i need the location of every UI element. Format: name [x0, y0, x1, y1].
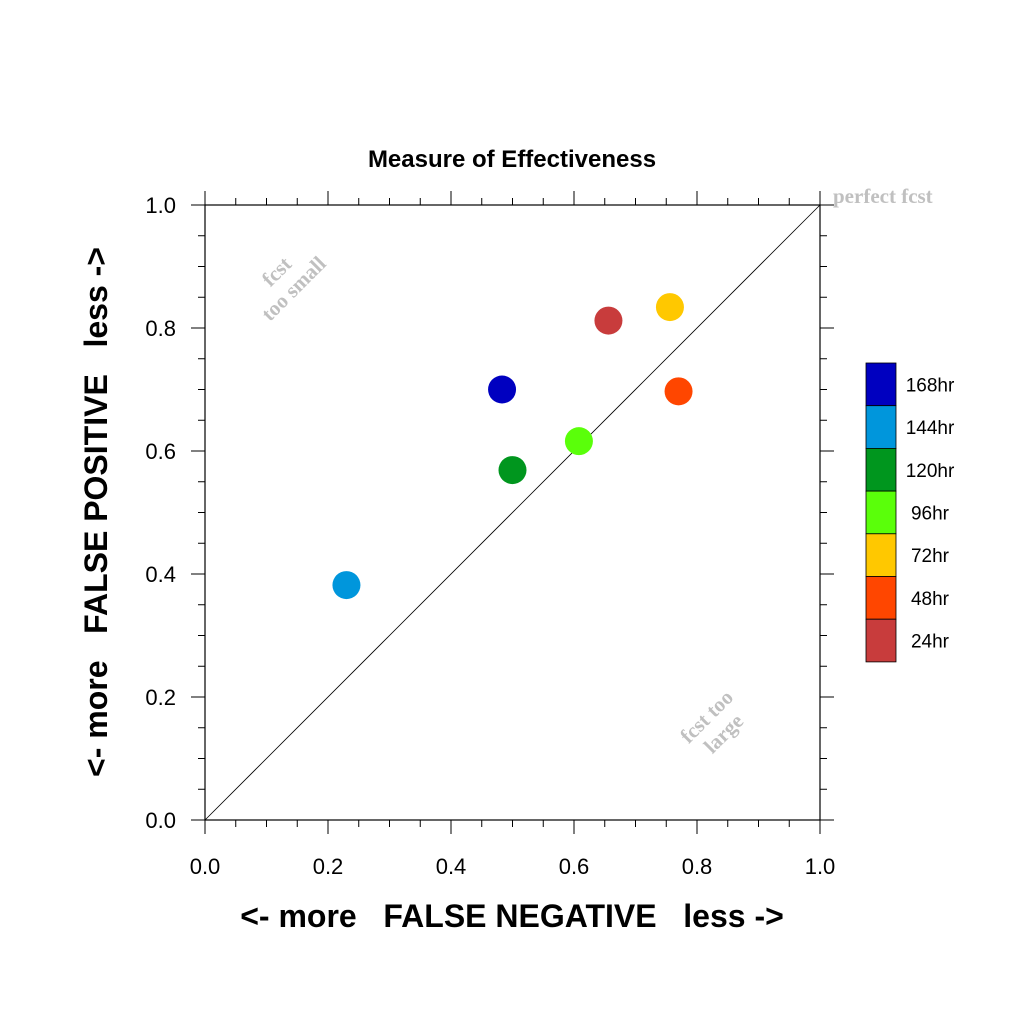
data-point-120hr: [498, 456, 527, 485]
legend-swatch-96hr: [865, 490, 897, 535]
data-point-72hr: [655, 293, 684, 322]
axis-ticks: [191, 191, 834, 834]
y-tick-label: 0.8: [145, 316, 176, 341]
x-tick-label: 0.8: [682, 854, 713, 879]
tick-labels: 0.0 0.2 0.4 0.6 0.8 1.0 0.0 0.2 0.4 0.6 0.8 1.0: [145, 193, 835, 879]
legend-swatch-72hr: [865, 533, 897, 577]
legend-label-120hr: 120hr: [906, 461, 955, 482]
x-axis-label: <- more FALSE NEGATIVE less ->: [240, 898, 784, 934]
y-axis-label: <- more FALSE POSITIVE less ->: [78, 247, 114, 777]
legend-swatch-168hr: [865, 362, 897, 407]
chart-title: Measure of Effectiveness: [368, 146, 656, 173]
x-tick-label: 0.6: [559, 854, 590, 879]
annotations: perfect fcst fcst too small fcst too lar…: [256, 184, 933, 758]
data-point-144hr: [332, 571, 361, 600]
legend-label-24hr: 24hr: [911, 632, 950, 653]
legend-label-72hr: 72hr: [911, 546, 950, 567]
legend-swatch-24hr: [865, 618, 897, 663]
x-tick-label: 0.4: [436, 854, 467, 879]
legend-swatch-120hr: [865, 447, 897, 492]
legend-swatch-144hr: [865, 405, 897, 449]
legend: 168hr 144hr 120hr 96hr 72hr 48hr 24hr: [865, 362, 955, 663]
data-point-168hr: [488, 375, 517, 404]
data-point-24hr: [594, 306, 623, 335]
legend-swatch-48hr: [865, 576, 897, 620]
legend-label-48hr: 48hr: [911, 589, 950, 610]
perfect-forecast-line: [204, 204, 821, 821]
x-tick-label: 1.0: [805, 854, 836, 879]
data-points: [332, 293, 693, 600]
y-tick-label: 0.4: [145, 562, 176, 587]
data-point-48hr: [664, 377, 693, 406]
legend-label-168hr: 168hr: [906, 375, 955, 396]
perfect-forecast-annotation: perfect fcst: [833, 184, 933, 208]
x-tick-label: 0.0: [190, 854, 221, 879]
y-tick-label: 0.2: [145, 685, 176, 710]
legend-label-144hr: 144hr: [906, 418, 955, 439]
y-tick-label: 1.0: [145, 193, 176, 218]
y-tick-label: 0.6: [145, 439, 176, 464]
x-tick-label: 0.2: [313, 854, 344, 879]
y-tick-label: 0.0: [145, 808, 176, 833]
data-point-96hr: [564, 427, 593, 456]
legend-label-96hr: 96hr: [911, 503, 950, 524]
